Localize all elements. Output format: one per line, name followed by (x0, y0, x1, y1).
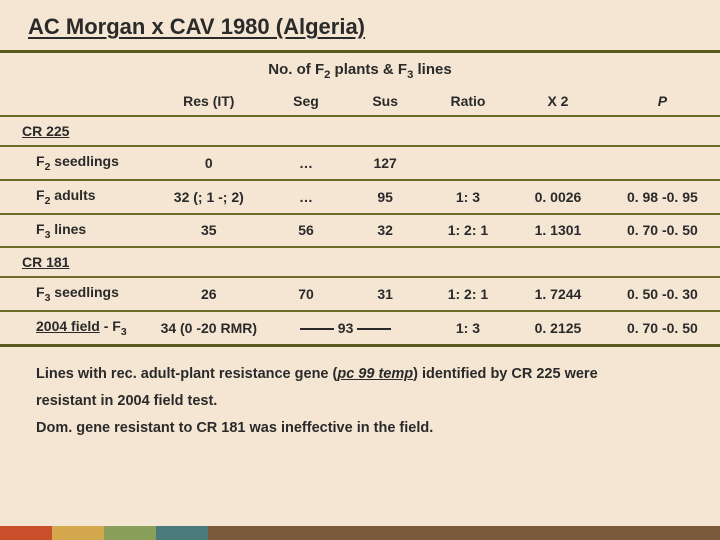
color-swatch (156, 526, 208, 540)
merged-value: 93 (338, 320, 354, 336)
supertitle-part: lines (413, 61, 451, 78)
caption-line: Lines with rec. adult-plant resistance g… (36, 361, 692, 388)
color-swatch (208, 526, 720, 540)
cell: 127 (346, 146, 425, 180)
col-res: Res (IT) (151, 87, 266, 116)
table-supertitle: No. of F2 plants & F3 lines (0, 50, 720, 87)
header-row: Res (IT) Seg Sus Ratio X 2 P (0, 87, 720, 116)
caption-line: Dom. gene resistant to CR 181 was ineffe… (36, 415, 692, 442)
cell: 56 (266, 214, 345, 248)
cell: 0. 70 -0. 50 (605, 214, 720, 248)
table-row: F2 seedlings 0 … 127 (0, 146, 720, 180)
color-swatch (52, 526, 104, 540)
cell: 26 (151, 277, 266, 311)
row-label: F2 adults (0, 180, 151, 214)
merge-line-icon (357, 328, 391, 330)
data-table: Res (IT) Seg Sus Ratio X 2 P CR 225 F2 s… (0, 87, 720, 347)
table-row: F3 lines 35 56 32 1: 2: 1 1. 1301 0. 70 … (0, 214, 720, 248)
footer-color-bar (0, 526, 720, 540)
merge-line-icon (300, 328, 334, 330)
col-sus: Sus (346, 87, 425, 116)
cell: 32 (; 1 -; 2) (151, 180, 266, 214)
cell: 70 (266, 277, 345, 311)
table-row: F2 adults 32 (; 1 -; 2) … 95 1: 3 0. 002… (0, 180, 720, 214)
slide-title: AC Morgan x CAV 1980 (Algeria) (0, 0, 720, 50)
section-cr181: CR 181 (0, 247, 720, 277)
col-seg: Seg (266, 87, 345, 116)
supertitle-part: No. of F (268, 61, 324, 78)
caption-block: Lines with rec. adult-plant resistance g… (0, 347, 720, 441)
color-swatch (104, 526, 156, 540)
table-row: F3 seedlings 26 70 31 1: 2: 1 1. 7244 0.… (0, 277, 720, 311)
caption-line: resistant in 2004 field test. (36, 388, 692, 415)
cell: … (266, 146, 345, 180)
cell: 1: 2: 1 (425, 214, 511, 248)
table-row: 2004 field - F3 34 (0 -20 RMR) 93 1: 3 0… (0, 311, 720, 345)
cell: 0. 2125 (511, 311, 605, 345)
cell-merged: 93 (266, 311, 424, 345)
cell: 35 (151, 214, 266, 248)
row-label: F3 lines (0, 214, 151, 248)
supertitle-part: plants & F (330, 61, 407, 78)
color-swatch (0, 526, 52, 540)
cell: 0. 98 -0. 95 (605, 180, 720, 214)
section-label: CR 225 (0, 116, 151, 146)
row-label: F3 seedlings (0, 277, 151, 311)
cell: 1: 2: 1 (425, 277, 511, 311)
cell: 0. 0026 (511, 180, 605, 214)
cell (425, 146, 511, 180)
section-cr225: CR 225 (0, 116, 720, 146)
cell (605, 146, 720, 180)
cell: 32 (346, 214, 425, 248)
cell: 0. 70 -0. 50 (605, 311, 720, 345)
cell: 0 (151, 146, 266, 180)
cell: 1: 3 (425, 180, 511, 214)
cell: 1: 3 (425, 311, 511, 345)
col-p: P (605, 87, 720, 116)
cell: 31 (346, 277, 425, 311)
row-label: 2004 field - F3 (0, 311, 151, 345)
cell (511, 146, 605, 180)
cell: 0. 50 -0. 30 (605, 277, 720, 311)
col-x2: X 2 (511, 87, 605, 116)
cell: … (266, 180, 345, 214)
section-label: CR 181 (0, 247, 151, 277)
cell: 1. 1301 (511, 214, 605, 248)
cell: 34 (0 -20 RMR) (151, 311, 266, 345)
col-ratio: Ratio (425, 87, 511, 116)
cell: 95 (346, 180, 425, 214)
cell: 1. 7244 (511, 277, 605, 311)
row-label: F2 seedlings (0, 146, 151, 180)
